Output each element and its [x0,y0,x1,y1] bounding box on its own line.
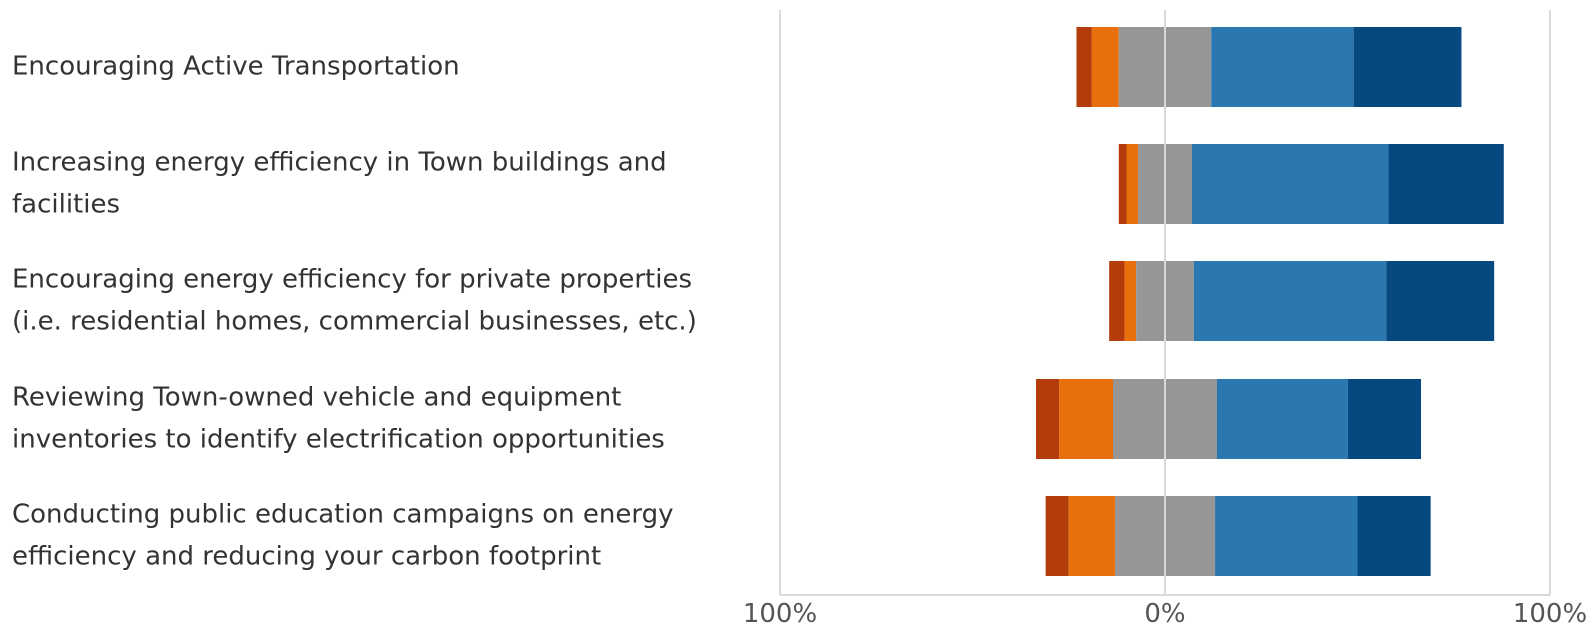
bar-segment [1193,261,1387,341]
category-label: Reviewing Town-owned vehicle and equipme… [12,383,621,413]
x-tick-label: 0% [1144,599,1185,629]
bar-segment [1068,496,1115,576]
bar-segment [1211,27,1354,107]
bar-segment [1388,144,1504,224]
bar-segment [1353,27,1462,107]
category-label: facilities [12,190,120,220]
bar-segment [1118,144,1127,224]
bar-segment [1091,27,1119,107]
category-label: Conducting public education campaigns on… [12,500,674,530]
x-tick-label: 100% [743,599,817,629]
bar-segment [1191,144,1389,224]
bar-segment [1215,496,1358,576]
bar-segment [1036,379,1060,459]
category-label: inventories to identify electrification … [12,425,665,455]
x-tick-label: 100% [1513,599,1587,629]
category-label: Encouraging energy efficiency for privat… [12,265,692,295]
category-label: Encouraging Active Transportation [12,52,460,82]
bar-segment [1124,261,1137,341]
bar-segment [1357,496,1431,576]
bar-segment [1126,144,1139,224]
category-label: Increasing energy efficiency in Town bui… [12,148,667,178]
category-label: efficiency and reducing your carbon foot… [12,542,601,572]
bar-segment [1109,261,1125,341]
category-label: (i.e. residential homes, commercial busi… [12,307,697,337]
bar-segment [1045,496,1069,576]
bar-segment [1059,379,1114,459]
bar-segment [1386,261,1495,341]
bar-segment [1216,379,1348,459]
bar-segment [1347,379,1422,459]
bar-segment [1076,27,1092,107]
